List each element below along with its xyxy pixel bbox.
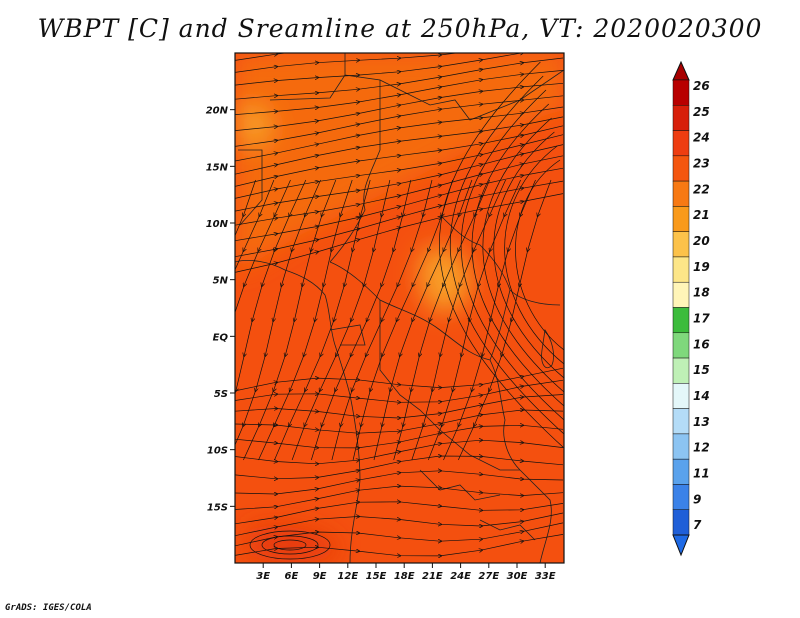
lon-tick-label: 9E — [313, 571, 327, 582]
colorbar-segment — [672, 155, 690, 182]
streamlines — [235, 53, 564, 560]
streamline — [439, 61, 564, 449]
colorbar: 26 25 24 23 22 21 20 19 18 17 16 15 14 13 12 11 9 7 — [672, 60, 710, 557]
colorbar-segment — [672, 509, 690, 536]
lat-tick-label: EQ — [213, 332, 229, 343]
streamline — [235, 534, 564, 556]
colorbar-label: 21 — [693, 208, 710, 222]
lon-tick-label: 6E — [285, 571, 299, 582]
plot-frame — [234, 52, 565, 564]
colorbar-top-arrow — [672, 60, 690, 81]
lon-tick-label: 12E — [337, 571, 358, 582]
lat-tick-label: 10N — [206, 219, 229, 230]
colorbar-label: 13 — [693, 415, 710, 429]
colorbar-label: 24 — [693, 131, 710, 145]
streamline — [235, 522, 564, 547]
lat-tick-label: 5N — [213, 276, 229, 287]
colorbar-segment — [672, 332, 690, 359]
streamline — [504, 145, 564, 365]
streamline — [493, 131, 564, 379]
lat-tick-label: 5S — [214, 389, 228, 400]
latitude-ticks: 20N 15N 10N 5N EQ 5S 10S 15S — [206, 106, 235, 513]
chart-title: WBPT [C] and Sreamline at 250hPa, VT: 20… — [37, 14, 763, 43]
colorbar-segment — [672, 357, 690, 384]
lon-tick-label: 21E — [422, 571, 443, 582]
colorbar-label: 11 — [693, 467, 710, 481]
streamline — [482, 117, 564, 393]
streamline — [273, 539, 307, 551]
colorbar-label: 17 — [693, 312, 710, 326]
colorbar-label: 18 — [693, 286, 710, 300]
colorbar-segment — [672, 408, 690, 435]
lon-tick-label: 18E — [394, 571, 415, 582]
lat-tick-label: 15N — [206, 162, 229, 173]
colorbar-segment — [672, 433, 690, 460]
colorbar-segment — [672, 180, 690, 207]
temperature-field — [235, 53, 564, 563]
colorbar-segment — [672, 79, 690, 106]
colorbar-label: 20 — [693, 234, 710, 248]
lat-tick-label: 10S — [207, 446, 228, 457]
field-band-21-22 — [238, 103, 271, 147]
colorbar-bottom-arrow — [672, 534, 690, 557]
streamline — [460, 89, 564, 421]
colorbar-label: 12 — [693, 441, 710, 455]
colorbar-label: 22 — [693, 182, 710, 196]
colorbar-label: 16 — [693, 337, 710, 351]
colorbar-segment — [672, 130, 690, 157]
streamline — [249, 530, 331, 560]
colorbar-segment — [672, 105, 690, 131]
lon-tick-label: 3E — [256, 571, 270, 582]
colorbar-segment — [672, 206, 690, 232]
colorbar-segment — [672, 307, 690, 334]
lon-tick-label: 33E — [535, 571, 556, 582]
colorbar-label: 23 — [693, 157, 710, 171]
colorbar-label: 9 — [693, 492, 701, 506]
colorbar-label: 7 — [693, 518, 702, 532]
lon-tick-label: 27E — [478, 571, 499, 582]
lat-tick-label: 20N — [206, 106, 229, 117]
lon-tick-label: 30E — [507, 571, 528, 582]
colorbar-segment — [672, 484, 690, 510]
software-credit: GrADS: IGES/COLA — [5, 603, 92, 613]
colorbar-label: 26 — [693, 79, 710, 93]
colorbar-label: 14 — [693, 389, 710, 403]
streamline — [235, 512, 564, 537]
streamline — [450, 75, 564, 435]
lon-tick-label: 24E — [450, 571, 471, 582]
colorbar-label: 19 — [693, 260, 710, 274]
colorbar-label: 15 — [693, 363, 710, 377]
colorbar-label: 25 — [693, 105, 710, 119]
streamline — [515, 159, 564, 351]
lat-tick-label: 15S — [207, 502, 228, 513]
colorbar-segment — [672, 458, 690, 485]
longitude-ticks: 3E 6E 9E 12E 15E 18E 21E 24E 27E 30E 33E — [256, 563, 556, 582]
colorbar-segment — [672, 231, 690, 258]
colorbar-segment — [672, 256, 690, 283]
lon-tick-label: 15E — [366, 571, 387, 582]
colorbar-segment — [672, 383, 690, 409]
streamline — [471, 103, 564, 407]
colorbar-segment — [672, 281, 690, 308]
streamline — [261, 535, 319, 555]
